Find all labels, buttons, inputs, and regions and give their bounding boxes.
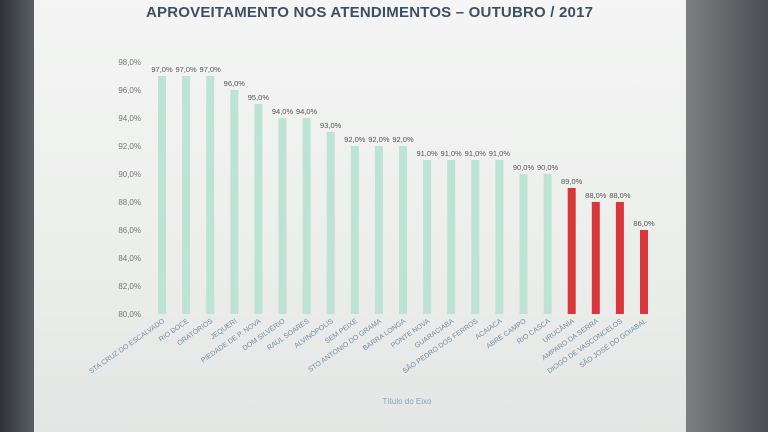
chart-title: APROVEITAMENTO NOS ATENDIMENTOS – OUTUBR… <box>146 4 594 21</box>
bar <box>230 90 239 314</box>
bar <box>519 174 528 314</box>
y-tick-label: 86,0% <box>118 226 141 235</box>
y-tick-label: 90,0% <box>118 170 141 179</box>
y-tick-label: 80,0% <box>118 310 141 319</box>
bar <box>278 118 287 314</box>
bar <box>640 230 648 314</box>
y-axis-ticks: 98,0% 96,0% 94,0% 92,0% 90,0% 88,0% 86,0% 84,0%… <box>118 58 141 319</box>
data-label: 91,0% <box>489 149 511 158</box>
y-tick-label: 96,0% <box>118 86 141 95</box>
y-tick-label: 84,0% <box>118 254 141 263</box>
data-label: 90,0% <box>537 163 559 172</box>
bar <box>591 202 600 314</box>
y-tick-label: 92,0% <box>118 142 141 151</box>
bar <box>302 118 311 314</box>
data-label: 94,0% <box>296 107 318 116</box>
bar <box>567 188 576 314</box>
bars <box>158 76 648 314</box>
data-labels: 97,0% 97,0% 97,0%96,0%95,0%94,0% 94,0%93,0%… <box>151 65 655 228</box>
category-label: STA CRUZ DO ESCALVADO <box>88 318 166 376</box>
bar <box>374 146 383 314</box>
bar <box>326 132 335 314</box>
data-label: 91,0% <box>441 149 463 158</box>
x-axis-title: Título do Eixo <box>383 397 432 406</box>
data-label: 97,0% <box>175 65 197 74</box>
data-label: 94,0% <box>272 107 294 116</box>
data-label: 97,0% <box>200 65 222 74</box>
bar <box>182 76 191 314</box>
monitor-bezel-right <box>686 0 768 432</box>
bar <box>350 146 359 314</box>
data-label: 92,0% <box>344 135 366 144</box>
bar <box>495 160 504 314</box>
y-tick-label: 94,0% <box>118 114 141 123</box>
category-label: RAUL SOARES <box>266 318 311 352</box>
category-label: BARRA LONGA <box>362 318 407 353</box>
monitor-bezel-left <box>0 0 34 432</box>
bar <box>423 160 432 314</box>
bar <box>543 174 552 314</box>
y-tick-label: 88,0% <box>118 198 141 207</box>
bar <box>158 76 166 314</box>
bar <box>399 146 407 314</box>
data-label: 92,0% <box>368 135 390 144</box>
data-label: 89,0% <box>561 177 583 186</box>
bar <box>615 202 624 314</box>
y-tick-label: 82,0% <box>118 282 141 291</box>
data-label: 88,0% <box>585 191 607 200</box>
data-label: 88,0% <box>609 191 631 200</box>
y-tick-label: 98,0% <box>118 58 141 67</box>
data-label: 96,0% <box>224 79 246 88</box>
data-label: 91,0% <box>465 149 487 158</box>
bar <box>471 160 480 314</box>
bar <box>206 76 215 314</box>
data-label: 86,0% <box>633 219 655 228</box>
data-label: 97,0% <box>151 65 173 74</box>
data-label: 95,0% <box>248 93 270 102</box>
data-label: 90,0% <box>513 163 535 172</box>
bar <box>254 104 263 314</box>
bar <box>447 160 456 314</box>
data-label: 92,0% <box>392 135 414 144</box>
data-label: 93,0% <box>320 121 342 130</box>
screen <box>34 0 686 432</box>
data-label: 91,0% <box>416 149 438 158</box>
